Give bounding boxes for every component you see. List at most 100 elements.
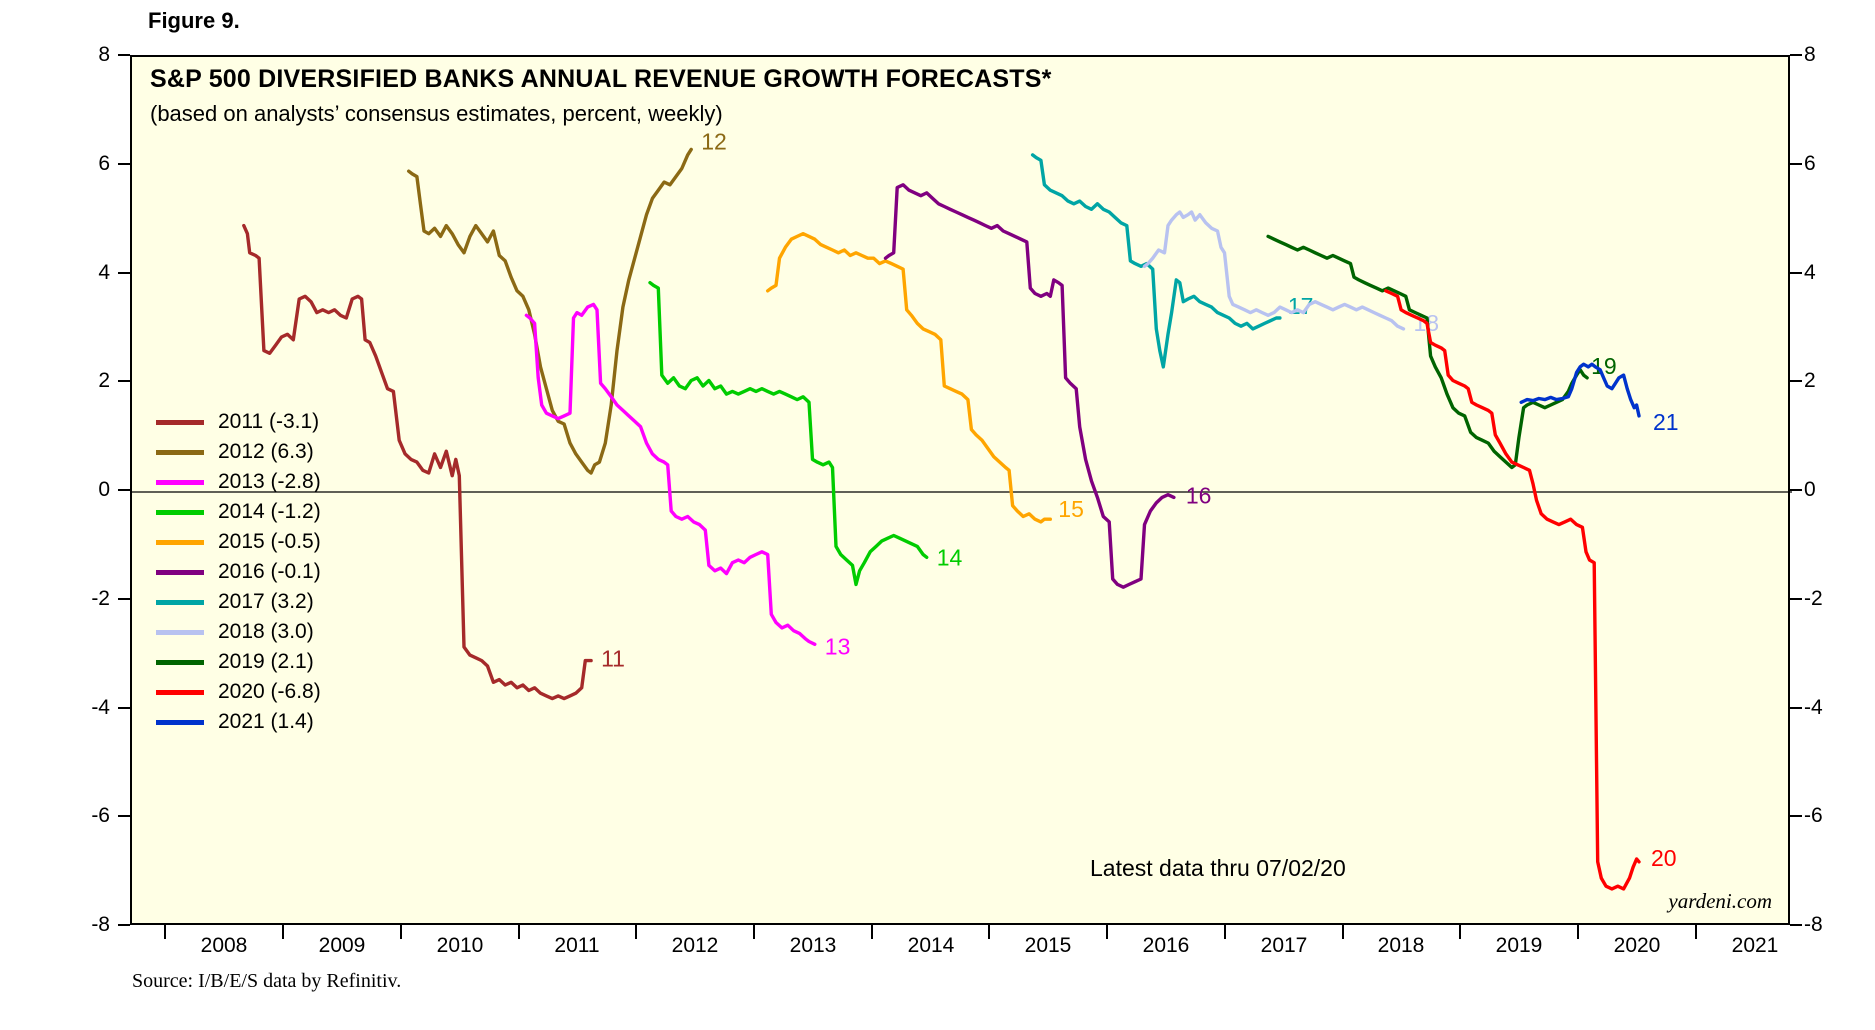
legend-item-2018: 2018 (3.0)	[156, 617, 321, 647]
x-axis-label: 2012	[671, 934, 719, 957]
x-axis-tick	[871, 923, 873, 939]
series-line-2018	[1142, 210, 1406, 331]
y-axis-tick-left	[118, 272, 130, 274]
y-axis-tick-right	[1790, 707, 1802, 709]
x-axis-tick	[1695, 923, 1697, 939]
legend-label-2017: 2017 (3.2)	[218, 590, 314, 613]
legend-item-2017: 2017 (3.2)	[156, 587, 321, 617]
series-end-label-2011: 11	[601, 646, 625, 672]
legend-item-2021: 2021 (1.4)	[156, 707, 321, 737]
series-line-2019	[1266, 234, 1589, 470]
series-end-label-2014: 14	[937, 544, 963, 570]
y-axis-label-right: 6	[1804, 152, 1816, 175]
plot-area: 11 12 13 14 15 16 17 18 19 20 21 S&P 500 DIVERSIFI…	[130, 55, 1792, 925]
series-line-2011	[242, 223, 593, 701]
x-axis-tick	[635, 923, 637, 939]
x-axis-label: 2020	[1613, 934, 1661, 957]
y-axis-tick-right	[1790, 272, 1802, 274]
legend-item-2012: 2012 (6.3)	[156, 437, 321, 467]
legend-label-2013: 2013 (-2.8)	[218, 470, 321, 493]
x-axis-label: 2010	[436, 934, 484, 957]
series-end-label-2015: 15	[1058, 496, 1084, 522]
legend-label-2011: 2011 (-3.1)	[218, 410, 320, 433]
legend-swatch-2014	[156, 509, 204, 515]
x-axis-label: 2021	[1731, 934, 1779, 957]
x-axis-label: 2019	[1495, 934, 1543, 957]
legend-item-2013: 2013 (-2.8)	[156, 467, 321, 497]
chart-title: S&P 500 DIVERSIFIED BANKS ANNUAL REVENUE…	[150, 65, 1052, 93]
x-axis-label: 2016	[1142, 934, 1190, 957]
y-axis-tick-left	[118, 163, 130, 165]
x-axis-tick	[282, 923, 284, 939]
series-line-2021	[1519, 362, 1641, 418]
x-axis-tick	[1106, 923, 1108, 939]
legend-label-2012: 2012 (6.3)	[218, 440, 314, 463]
legend-label-2021: 2021 (1.4)	[218, 710, 314, 733]
y-axis-tick-left	[118, 54, 130, 56]
legend-swatch-2011	[156, 419, 204, 425]
y-axis-label-left: 6	[98, 152, 110, 175]
x-axis-label: 2017	[1260, 934, 1308, 957]
legend-swatch-2015	[156, 539, 204, 545]
x-axis-tick	[164, 923, 166, 939]
series-line-2015	[766, 231, 1052, 524]
y-axis-label-left: 4	[98, 261, 110, 284]
y-axis-tick-right	[1790, 489, 1802, 491]
source-note: Source: I/B/E/S data by Refinitiv.	[132, 970, 402, 992]
legend-item-2020: 2020 (-6.8)	[156, 677, 321, 707]
y-axis-tick-left	[118, 598, 130, 600]
series-end-label-2013: 13	[825, 633, 851, 659]
y-axis-label-left: -8	[91, 913, 110, 936]
x-axis-label: 2011	[554, 934, 600, 957]
x-axis-tick	[988, 923, 990, 939]
x-axis-tick	[753, 923, 755, 939]
series-line-2012	[407, 147, 693, 475]
x-axis-label: 2009	[318, 934, 366, 957]
y-axis-tick-right	[1790, 598, 1802, 600]
legend-item-2016: 2016 (-0.1)	[156, 557, 321, 587]
series-line-2013	[524, 302, 817, 646]
y-axis-label-left: 0	[98, 478, 110, 501]
series-end-label-2020: 20	[1651, 845, 1677, 871]
y-axis-tick-right	[1790, 163, 1802, 165]
y-axis-tick-left	[118, 924, 130, 926]
y-axis-label-right: 0	[1804, 478, 1816, 501]
x-axis-tick	[1342, 923, 1344, 939]
legend-item-2011: 2011 (-3.1)	[156, 407, 321, 437]
legend-swatch-2020	[156, 689, 204, 695]
x-axis-label: 2014	[907, 934, 955, 957]
y-axis-tick-right	[1790, 815, 1802, 817]
latest-data-note: Latest data thru 07/02/20	[1090, 855, 1346, 881]
legend-swatch-2021	[156, 719, 204, 725]
y-axis-tick-right	[1790, 380, 1802, 382]
brand-watermark: yardeni.com	[1668, 889, 1772, 913]
legend-swatch-2019	[156, 659, 204, 665]
y-axis-tick-left	[118, 815, 130, 817]
y-axis-tick-right	[1790, 924, 1802, 926]
legend-swatch-2016	[156, 569, 204, 575]
series-end-label-2021: 21	[1653, 409, 1679, 435]
series-line-2020	[1384, 289, 1641, 891]
x-axis-label: 2015	[1024, 934, 1072, 957]
y-axis-label-left: 2	[98, 369, 110, 392]
legend: 2011 (-3.1) 2012 (6.3) 2013 (-2.8) 2014 (-1…	[156, 407, 321, 737]
y-axis-label-left: -4	[91, 696, 110, 719]
x-axis-tick	[1459, 923, 1461, 939]
chart-subtitle: (based on analysts’ consensus estimates,…	[150, 101, 723, 126]
x-axis-label: 2018	[1377, 934, 1425, 957]
y-axis-label-right: -6	[1804, 804, 1823, 827]
y-axis-label-left: 8	[98, 43, 110, 66]
legend-label-2016: 2016 (-0.1)	[218, 560, 321, 583]
x-axis-tick	[1577, 923, 1579, 939]
y-axis-label-left: -2	[91, 587, 110, 610]
legend-label-2020: 2020 (-6.8)	[218, 680, 321, 703]
legend-swatch-2017	[156, 599, 204, 605]
y-axis-label-right: -2	[1804, 587, 1823, 610]
series-line-2017	[1030, 153, 1282, 369]
y-axis-tick-right	[1790, 54, 1802, 56]
y-axis-label-right: 8	[1804, 43, 1816, 66]
x-axis-label: 2013	[789, 934, 837, 957]
series-end-label-2016: 16	[1186, 482, 1212, 508]
